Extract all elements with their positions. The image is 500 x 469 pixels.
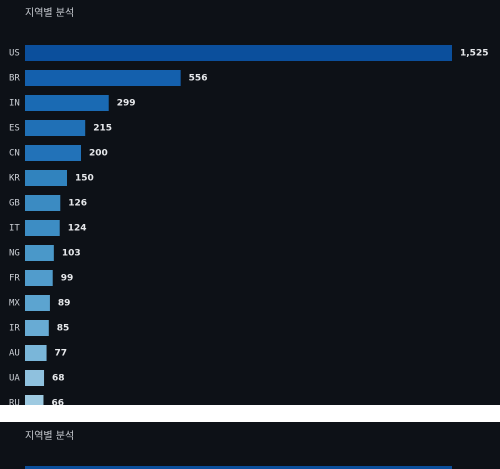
category-label: IN: [9, 99, 20, 109]
panel-title: 지역별 분석: [25, 7, 74, 19]
value-label: 68: [52, 374, 65, 384]
bar: [25, 320, 49, 336]
bar: [25, 245, 54, 261]
category-label: MX: [9, 299, 20, 309]
category-label: GB: [9, 199, 20, 209]
value-label: 200: [89, 149, 108, 159]
bar: [25, 120, 86, 136]
category-label: RU: [9, 399, 20, 409]
value-label: 556: [189, 74, 208, 84]
category-label: US: [9, 49, 20, 59]
separator: [0, 405, 500, 422]
category-label: FR: [9, 274, 20, 284]
bar: [25, 145, 81, 161]
next-panel-title: 지역별 분석: [25, 430, 74, 442]
value-label: 85: [57, 324, 70, 334]
value-label: 89: [58, 299, 71, 309]
bar: [25, 295, 50, 311]
bar: [25, 220, 60, 236]
value-label: 103: [62, 249, 81, 259]
bar: [25, 370, 45, 386]
category-label: UA: [9, 374, 20, 384]
category-label: CN: [9, 149, 20, 159]
value-label: 1,525: [460, 49, 488, 59]
category-label: IT: [9, 224, 20, 234]
bar: [25, 270, 53, 286]
next-panel-bar: [25, 466, 452, 469]
value-label: 150: [75, 174, 94, 184]
value-label: 66: [51, 399, 64, 409]
value-label: 77: [55, 349, 68, 359]
value-label: 215: [93, 124, 112, 134]
category-label: KR: [9, 174, 20, 184]
category-label: ES: [9, 124, 20, 134]
bar: [25, 195, 61, 211]
bar: [25, 95, 109, 111]
bar: [25, 170, 67, 186]
value-label: 126: [68, 199, 87, 209]
value-label: 299: [117, 99, 136, 109]
category-label: AU: [9, 349, 20, 359]
category-label: IR: [9, 324, 20, 334]
value-label: 124: [68, 224, 87, 234]
bar: [25, 70, 181, 86]
category-label: NG: [9, 249, 20, 259]
bar-chart: US 1,525 BR 556 IN 299 ES 215 CN 200 KR 150 GB 126 IT 1…: [9, 45, 488, 411]
bar: [25, 45, 452, 61]
value-label: 99: [61, 274, 74, 284]
category-label: BR: [9, 74, 20, 84]
bar: [25, 345, 47, 361]
